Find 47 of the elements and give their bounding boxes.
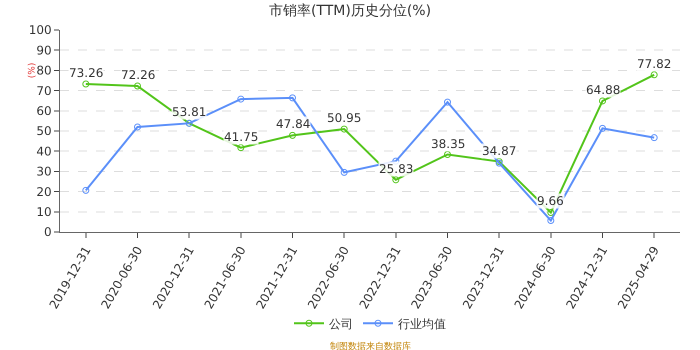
point [237, 96, 244, 103]
y-tick-label: 20 [36, 184, 52, 199]
point [134, 82, 141, 90]
point [134, 123, 141, 130]
point [340, 126, 348, 133]
legend-label: 行业均值 [398, 316, 446, 331]
data-label: 53.81 [172, 105, 206, 119]
y-tick-label: 0 [44, 225, 52, 240]
point [289, 94, 296, 102]
data-label: 34.87 [482, 144, 516, 158]
y-tick-label: 30 [36, 164, 52, 179]
point [650, 71, 658, 78]
legend-label: 公司 [329, 316, 353, 331]
y-tick-label: 50 [36, 124, 52, 138]
y-tick-label: 70 [36, 84, 52, 98]
point [599, 97, 606, 104]
chart-title: 市销率(TTM)历史分位(%) [268, 3, 432, 20]
text: 制图数据来自数据库 [330, 341, 411, 350]
data-label: 73.26 [69, 66, 104, 80]
point [392, 176, 400, 184]
y-axis-title: (%) [28, 62, 38, 78]
point [237, 144, 244, 152]
data-label: 47.84 [276, 117, 310, 131]
y-tick-label: 10 [36, 205, 52, 219]
data-label: 25.83 [379, 162, 414, 176]
data-label: 64.88 [586, 83, 620, 97]
data-label: 9.66 [537, 194, 564, 208]
data-label: 38.35 [431, 137, 466, 151]
data-label: 77.82 [637, 57, 672, 71]
point [444, 98, 451, 106]
point [82, 80, 90, 88]
point [547, 216, 554, 224]
data-label: 72.26 [121, 68, 156, 82]
y-tick-label: 90 [36, 43, 52, 58]
point [547, 208, 554, 216]
y-tick-label: 80 [36, 64, 52, 78]
point [340, 168, 348, 176]
y-tick-label: 40 [36, 144, 52, 158]
point [599, 124, 606, 132]
y-tick-label: 60 [36, 104, 52, 118]
y-tick-label: 100 [28, 23, 52, 38]
point [444, 151, 451, 158]
data-label: 41.75 [224, 130, 258, 144]
point [289, 132, 296, 139]
point [82, 186, 90, 194]
data-label: 50.95 [327, 111, 362, 125]
point [650, 134, 658, 142]
